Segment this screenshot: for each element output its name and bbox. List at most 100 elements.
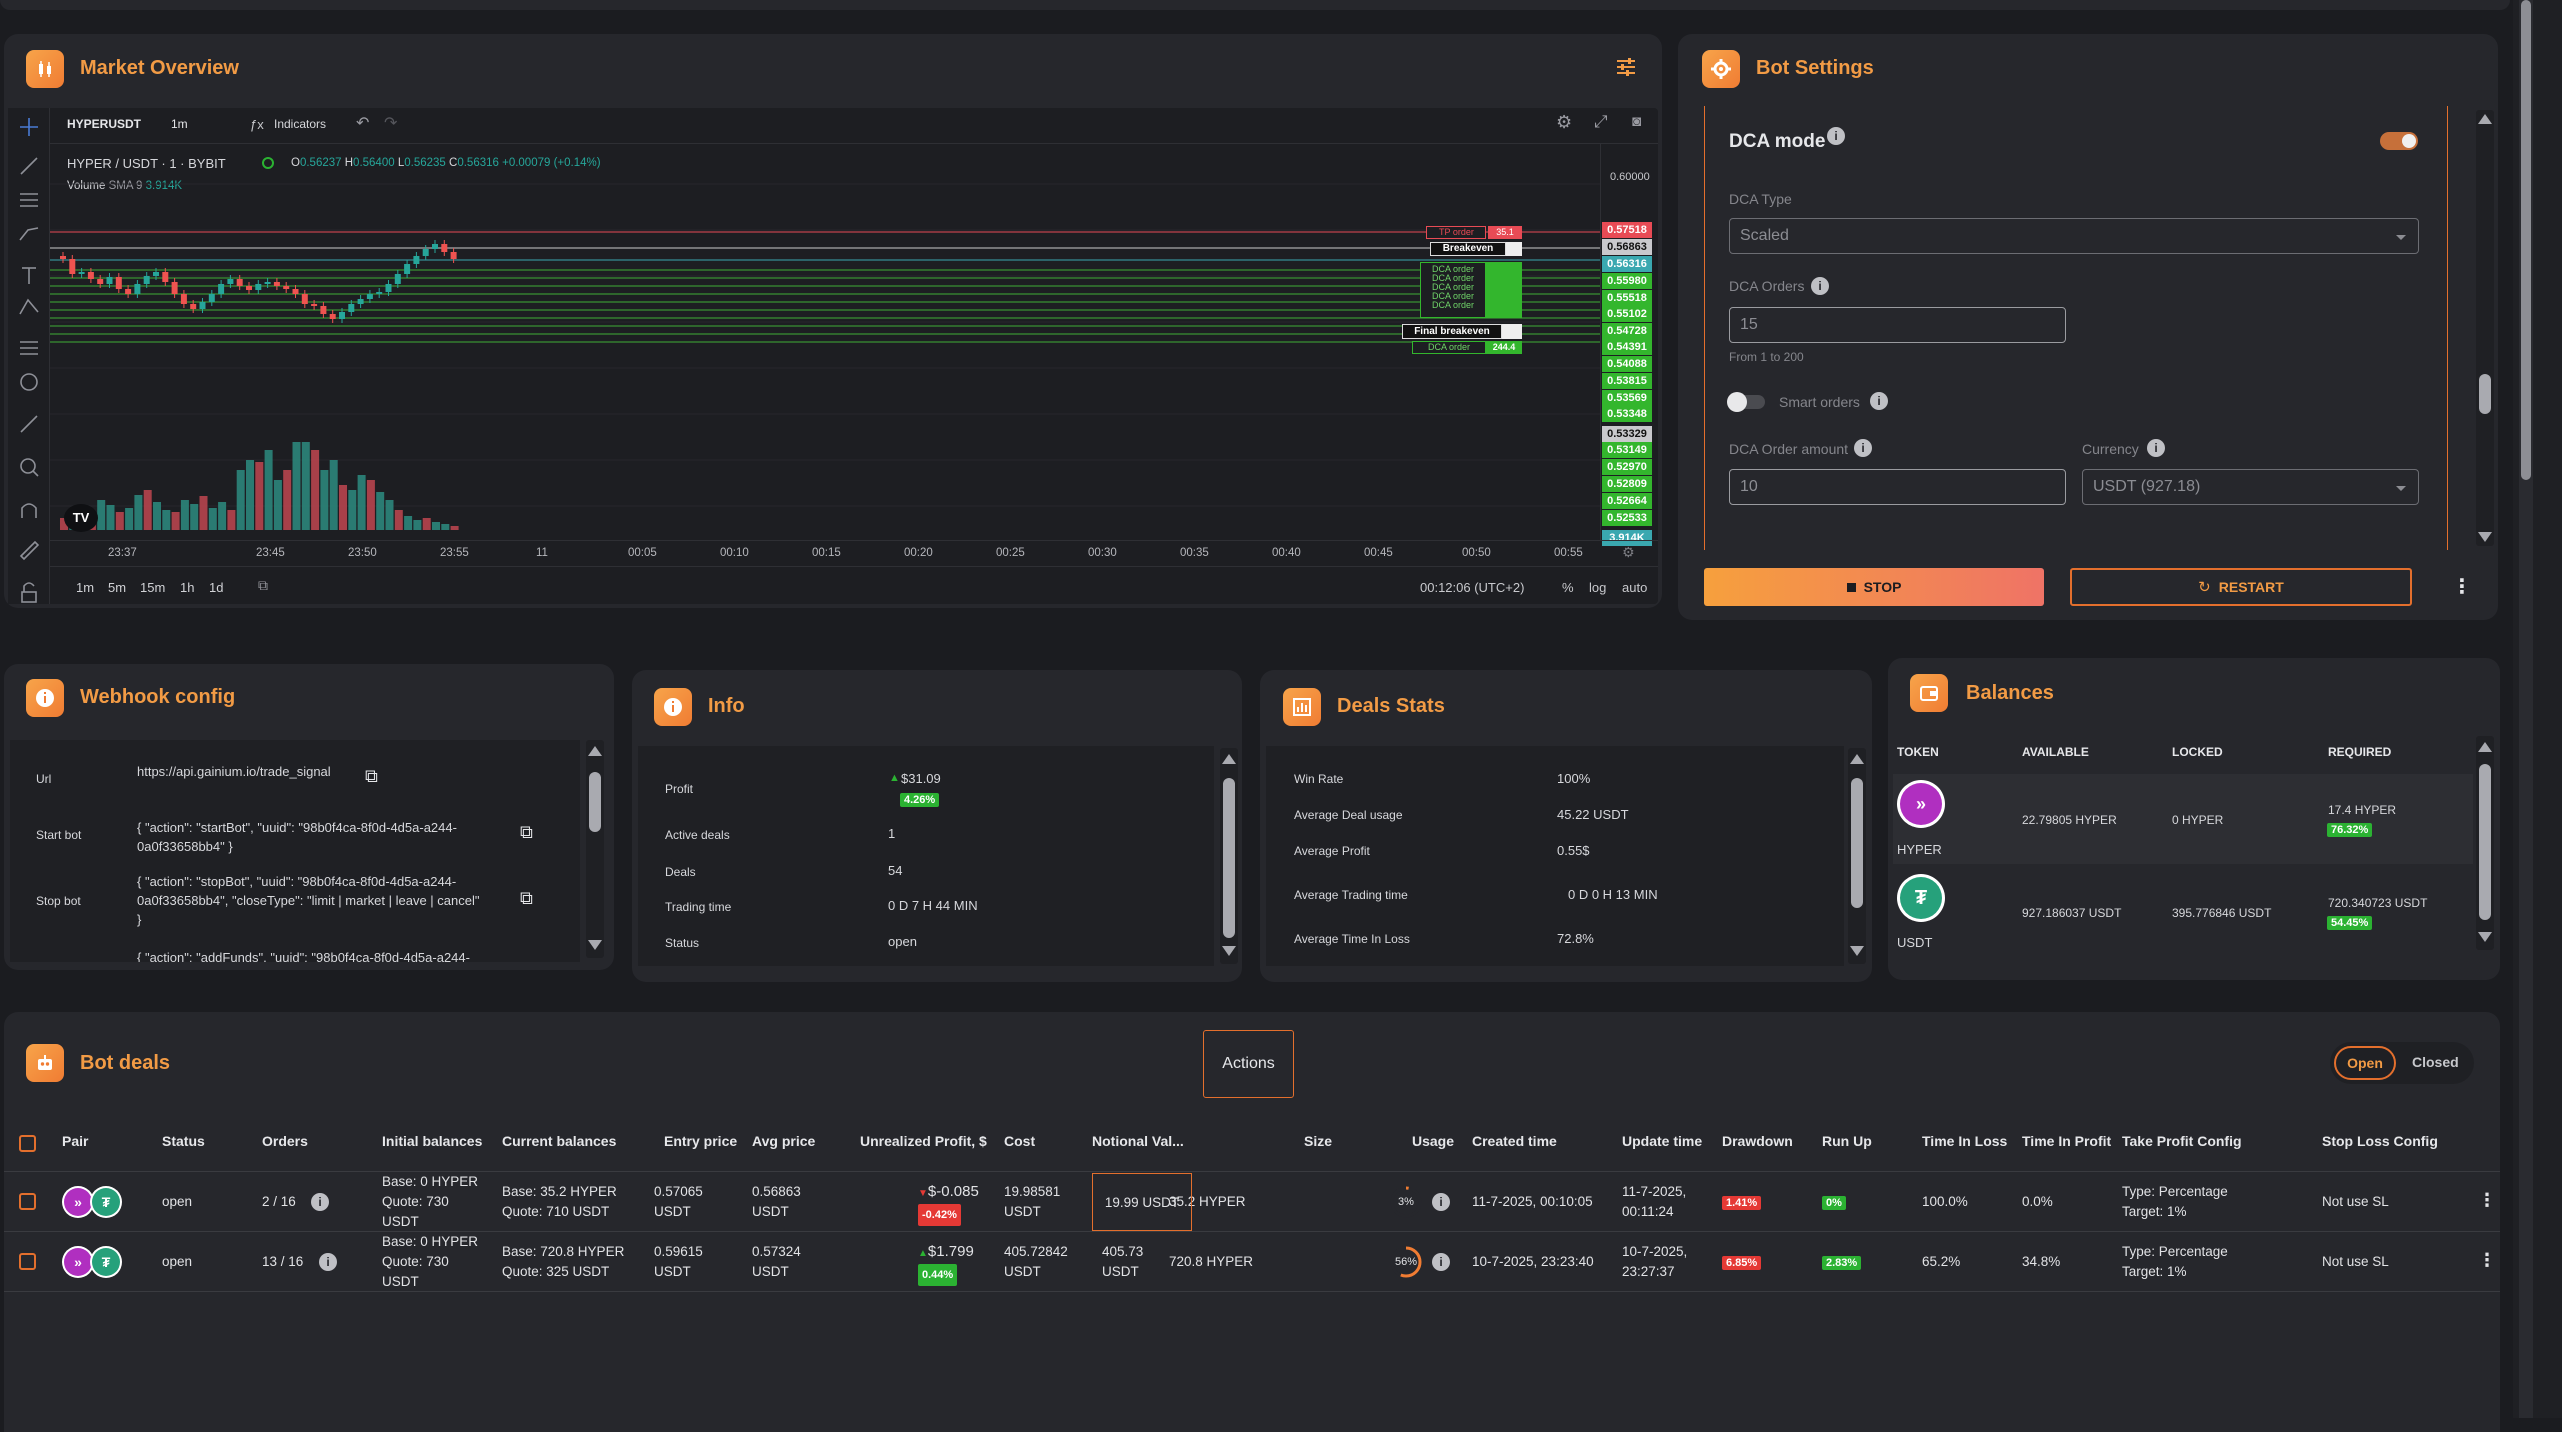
dca-amount-input[interactable]: 10 — [1729, 469, 2066, 505]
column-header[interactable]: Avg price — [752, 1133, 816, 1149]
row-checkbox[interactable] — [19, 1253, 36, 1270]
indicators-button[interactable]: Indicators — [274, 117, 327, 131]
hyper-token-name: HYPER — [1897, 842, 1942, 857]
deals-value: 54 — [888, 863, 903, 878]
more-vert-icon[interactable]: ⋮ — [2452, 576, 2472, 598]
copy-stop-icon[interactable]: ⧉ — [520, 888, 533, 908]
row-menu-icon[interactable]: ⋮ — [2478, 1250, 2496, 1270]
actions-button[interactable]: Actions — [1203, 1030, 1294, 1098]
range-1h-button[interactable]: 1h — [180, 580, 195, 595]
hyper-available: 22.79805 HYPER — [2022, 813, 2117, 827]
balances-scrollbar[interactable] — [2476, 736, 2494, 950]
smart-orders-toggle[interactable] — [1727, 392, 1765, 412]
row-menu-icon[interactable]: ⋮ — [2478, 1190, 2496, 1210]
dca-orders-input[interactable]: 15 — [1729, 307, 2066, 343]
currency-select[interactable]: USDT (927.18) — [2082, 469, 2419, 505]
column-header[interactable]: Pair — [62, 1133, 89, 1149]
deal-initial-balances: Base: 0 HYPER Quote: 730 USDT — [382, 1234, 479, 1289]
dca-mode-switch[interactable] — [2380, 132, 2418, 150]
page-scrollbar[interactable] — [2513, 0, 2562, 1418]
deal-row-2[interactable] — [4, 1232, 2500, 1292]
column-header[interactable]: Created time — [1472, 1133, 1557, 1149]
copy-start-icon[interactable]: ⧉ — [520, 822, 533, 842]
symbol-button[interactable]: HYPERUSDT — [67, 117, 142, 131]
deal-created-time: 10-7-2025, 23:23:40 — [1472, 1254, 1594, 1269]
dca-orders-info-icon[interactable]: i — [1811, 277, 1829, 295]
restart-button[interactable]: ↻ RESTART — [2070, 568, 2412, 606]
dca-type-select[interactable]: Scaled — [1729, 218, 2419, 254]
date-range-icon[interactable]: ⧉ — [258, 577, 268, 593]
smart-orders-info-icon[interactable]: i — [1870, 392, 1888, 410]
avg-profit-value: 0.55$ — [1557, 843, 1590, 858]
column-header[interactable]: Orders — [262, 1133, 308, 1149]
fullscreen-icon[interactable]: ⤢ — [1594, 112, 1608, 131]
column-header[interactable]: Initial balances — [382, 1133, 483, 1149]
column-header[interactable]: Drawdown — [1722, 1133, 1793, 1149]
column-header[interactable]: Unrealized Profit, $ — [860, 1133, 987, 1149]
percent-toggle[interactable]: % — [1562, 580, 1574, 595]
dca-orders-label: DCA Orders — [1729, 278, 1805, 294]
log-toggle[interactable]: log — [1589, 580, 1607, 595]
range-5m-button[interactable]: 5m — [108, 580, 127, 595]
webhook-stop-value: { "action": "stopBot", "uuid": "98b0f4ca… — [137, 874, 480, 927]
webhook-scrollbar[interactable] — [586, 740, 604, 958]
chart-settings-icon[interactable]: ⚙ — [1556, 112, 1573, 132]
redo-icon[interactable]: ↷ — [384, 115, 398, 132]
range-15m-button[interactable]: 15m — [140, 580, 166, 595]
chart-clock: 00:12:06 (UTC+2) — [1420, 580, 1525, 595]
price-tag: 0.52664 — [1602, 493, 1652, 509]
orders-info-icon[interactable]: i — [319, 1253, 337, 1271]
usage-info-icon[interactable]: i — [1432, 1253, 1450, 1271]
volume-legend: Volume SMA 9 3.914K — [67, 180, 183, 192]
usage-info-icon[interactable]: i — [1432, 1193, 1450, 1211]
filter-closed-button[interactable]: Closed — [2412, 1054, 2459, 1070]
orders-info-icon[interactable]: i — [311, 1193, 329, 1211]
range-1m-button[interactable]: 1m — [76, 580, 95, 595]
axis-settings-icon[interactable]: ⚙ — [1622, 544, 1635, 560]
balances-header-token: TOKEN — [1897, 745, 1939, 759]
dca-mode-info-icon[interactable]: i — [1827, 127, 1845, 145]
column-header[interactable]: Take Profit Config — [2122, 1133, 2242, 1149]
price-chart[interactable] — [50, 144, 1600, 540]
settings-scrollbar[interactable] — [2476, 110, 2494, 546]
column-header[interactable]: Stop Loss Config — [2322, 1133, 2438, 1149]
usdt-locked: 395.776846 USDT — [2172, 906, 2272, 920]
sliders-icon[interactable] — [1616, 58, 1636, 76]
copy-url-icon[interactable]: ⧉ — [365, 766, 378, 786]
row-checkbox[interactable] — [19, 1193, 36, 1210]
column-header[interactable]: Time In Loss — [1922, 1133, 2008, 1149]
range-1d-button[interactable]: 1d — [209, 580, 224, 595]
volume-bar — [394, 510, 403, 530]
column-header[interactable]: Cost — [1004, 1133, 1036, 1149]
column-header[interactable]: Current balances — [502, 1133, 617, 1149]
column-header[interactable]: Notional Val... — [1092, 1133, 1184, 1149]
deal-status: open — [162, 1254, 193, 1269]
stop-button[interactable]: STOP — [1704, 568, 2044, 606]
column-header[interactable]: Status — [162, 1133, 205, 1149]
select-all-checkbox[interactable] — [19, 1135, 36, 1152]
filter-open-button[interactable]: Open — [2334, 1046, 2396, 1080]
candle — [357, 299, 364, 304]
deal-entry-price: 0.59615 USDT — [654, 1244, 703, 1279]
deal-size: 720.8 HYPER — [1169, 1254, 1254, 1269]
undo-icon[interactable]: ↶ — [356, 115, 370, 132]
candle — [87, 272, 94, 279]
deal-notional-value[interactable]: 19.99 USDT — [1092, 1173, 1192, 1231]
interval-button[interactable]: 1m — [171, 117, 188, 131]
column-header[interactable]: Update time — [1622, 1133, 1703, 1149]
currency-info-icon[interactable]: i — [2147, 439, 2165, 457]
usdt-pair-icon: ₮ — [90, 1186, 122, 1218]
column-header[interactable]: Usage — [1412, 1133, 1455, 1149]
deal-row-1[interactable] — [4, 1172, 2500, 1232]
column-header[interactable]: Time In Profit — [2022, 1133, 2112, 1149]
auto-toggle[interactable]: auto — [1622, 580, 1648, 595]
deals-stats-scrollbar[interactable] — [1848, 748, 1866, 964]
column-header[interactable]: Run Up — [1822, 1133, 1872, 1149]
deal-cost: 405.72842 USDT — [1004, 1244, 1068, 1279]
wallet-icon — [1910, 674, 1948, 712]
dca-amount-info-icon[interactable]: i — [1854, 439, 1872, 457]
column-header[interactable]: Size — [1304, 1133, 1333, 1149]
snapshot-icon[interactable]: ◙ — [1632, 113, 1642, 130]
column-header[interactable]: Entry price — [664, 1133, 738, 1149]
info-scrollbar[interactable] — [1220, 748, 1238, 964]
